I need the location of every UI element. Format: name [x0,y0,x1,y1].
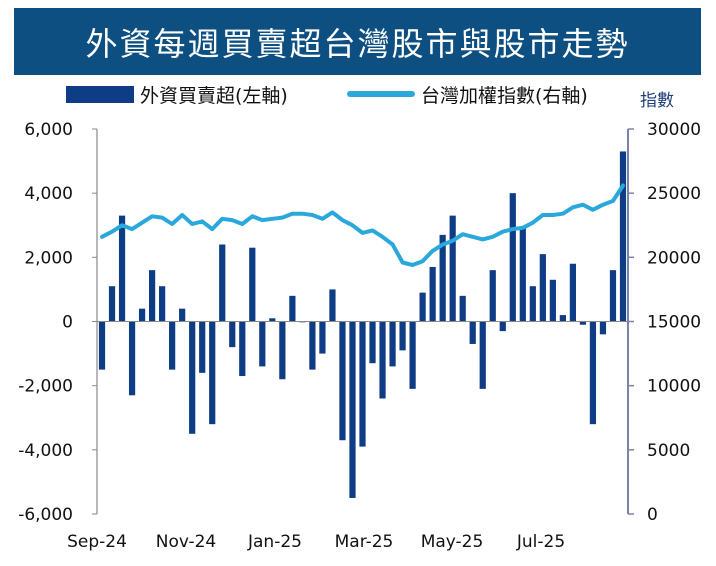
bar [128,321,136,396]
x-tick-label: Jul-25 [516,532,565,552]
bar [409,321,416,389]
right-tick-label: 25000 [647,184,701,204]
right-axis-unit: 指數 [640,91,674,111]
bar [209,321,216,425]
legend-label-bars: 外資買賣超(左軸) [140,84,288,107]
index-line [100,183,625,267]
bar [148,270,156,322]
bar [359,321,366,447]
left-tick-label: -4,000 [18,441,73,461]
bar [449,215,456,322]
bar [569,263,577,322]
bar [118,215,126,322]
bar [529,286,536,322]
legend-item-bars: 外資買賣超(左軸) [66,80,288,108]
right-tick-label: 0 [647,505,658,525]
bar [619,151,627,322]
bar [389,321,396,367]
bar [289,295,296,322]
bar [349,321,356,498]
x-tick-label: Sep-24 [67,532,127,552]
bar [369,321,376,364]
bar [329,289,336,322]
left-tick-label: 0 [62,313,73,333]
bar [249,247,256,322]
bar [589,321,597,425]
bar [509,193,516,322]
bar [459,295,466,322]
x-tick-label: Nov-24 [156,532,217,552]
bar [309,321,316,370]
chart-title: 外資每週買賣超台灣股市與股市走勢 [14,8,701,75]
bar [339,321,346,441]
right-tick-label: 10000 [647,377,701,397]
bar [549,279,556,322]
bar [169,321,176,370]
right-tick-label: 20000 [647,248,701,268]
bar [229,321,236,348]
bar [399,321,406,351]
legend-label-line: 台灣加權指數(右軸) [421,84,588,107]
bar [259,321,266,367]
bar [539,254,546,322]
bar [489,270,496,322]
bar [439,234,446,322]
bar [599,321,607,335]
left-tick-label: -6,000 [18,505,73,525]
bar [189,321,196,434]
bar [279,321,286,380]
x-tick-label: Mar-25 [335,532,394,552]
bar [179,308,186,322]
bar [469,321,476,344]
left-tick-label: 2,000 [24,248,73,268]
bar [98,321,106,370]
bar [419,292,426,322]
bar [379,321,386,399]
legend-swatch-bar [66,85,134,103]
left-tick-label: 6,000 [24,120,73,140]
bar [559,315,566,322]
left-tick-label: -2,000 [18,377,73,397]
legend-swatch-line [347,91,415,97]
right-tick-label: 5000 [647,441,690,461]
bar [269,318,276,322]
x-tick-label: Jan-25 [247,532,302,552]
bar [199,321,206,373]
bar [108,286,116,322]
bar [429,266,436,322]
bar [219,244,226,322]
bar [479,321,486,389]
left-tick-label: 4,000 [24,184,73,204]
bar [579,321,587,325]
right-tick-label: 15000 [647,313,701,333]
bar [519,228,526,322]
bar [159,286,166,322]
bar [609,270,617,322]
bar [319,321,326,354]
x-tick-label: May-25 [421,532,484,552]
legend: 外資買賣超(左軸) 台灣加權指數(右軸) [66,80,706,108]
bar [499,321,506,332]
bar [138,308,146,322]
bar [239,321,246,377]
right-tick-label: 30000 [647,120,701,140]
legend-item-line: 台灣加權指數(右軸) [347,80,588,108]
